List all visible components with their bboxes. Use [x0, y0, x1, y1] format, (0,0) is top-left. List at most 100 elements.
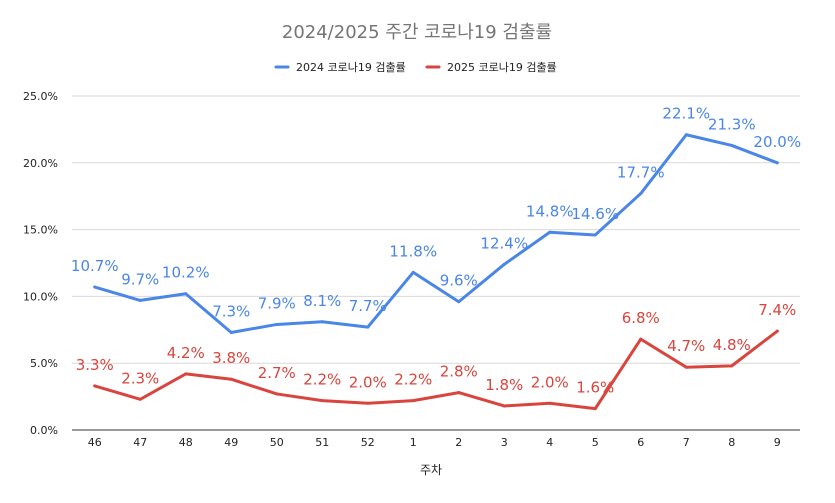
- data-point: [275, 322, 279, 326]
- data-label: 21.3%: [708, 115, 756, 133]
- y-tick-label: 20.0%: [23, 157, 58, 170]
- x-tick-label: 6: [637, 436, 644, 449]
- data-point: [593, 233, 597, 237]
- data-label: 8.1%: [303, 292, 341, 310]
- x-tick-label: 48: [179, 436, 193, 449]
- data-point: [320, 320, 324, 324]
- data-label: 7.3%: [212, 302, 250, 320]
- data-label: 3.3%: [76, 356, 114, 374]
- data-label: 2.0%: [349, 373, 387, 391]
- x-tick-label: 49: [224, 436, 238, 449]
- x-tick-label: 50: [270, 436, 284, 449]
- y-tick-label: 0.0%: [30, 424, 58, 437]
- data-point: [775, 329, 779, 333]
- y-tick-label: 15.0%: [23, 224, 58, 237]
- data-point: [366, 325, 370, 329]
- series-group: [93, 133, 779, 411]
- data-point: [775, 161, 779, 165]
- data-label: 1.6%: [576, 379, 614, 397]
- data-point: [730, 143, 734, 147]
- data-label: 17.7%: [617, 164, 665, 182]
- data-label: 4.2%: [167, 344, 205, 362]
- data-label: 9.6%: [440, 272, 478, 290]
- data-label: 14.6%: [571, 205, 619, 223]
- data-point: [138, 298, 142, 302]
- data-point: [184, 372, 188, 376]
- data-point: [639, 337, 643, 341]
- y-tick-label: 10.0%: [23, 290, 58, 303]
- x-tick-label: 2: [455, 436, 462, 449]
- data-label: 9.7%: [121, 270, 159, 288]
- data-label: 2.7%: [258, 364, 296, 382]
- y-tick-label: 5.0%: [30, 357, 58, 370]
- legend-label: 2025 코로나19 검출률: [447, 61, 557, 74]
- data-label: 20.0%: [753, 133, 801, 151]
- grid-lines: [72, 95, 800, 431]
- data-label: 2.2%: [303, 371, 341, 389]
- data-label: 10.7%: [71, 257, 119, 275]
- data-label: 12.4%: [480, 234, 528, 252]
- data-point: [366, 401, 370, 405]
- legend-label: 2024 코로나19 검출률: [296, 61, 406, 74]
- data-point: [502, 404, 506, 408]
- x-tick-label: 9: [774, 436, 781, 449]
- x-tick-label: 51: [315, 436, 329, 449]
- x-axis: 46 47 48 49 50 51 52 1 2 3 4 5 6 7 8 9: [88, 436, 781, 449]
- x-tick-label: 47: [133, 436, 147, 449]
- x-tick-label: 46: [88, 436, 102, 449]
- data-point: [457, 300, 461, 304]
- legend: 2024 코로나19 검출률 2025 코로나19 검출률: [274, 61, 557, 74]
- data-point: [275, 392, 279, 396]
- data-label: 14.8%: [526, 202, 574, 220]
- data-point: [684, 133, 688, 137]
- data-point: [184, 292, 188, 296]
- data-point: [684, 365, 688, 369]
- data-point: [593, 407, 597, 411]
- data-point: [138, 397, 142, 401]
- data-label: 4.8%: [713, 336, 751, 354]
- data-label: 2.0%: [531, 373, 569, 391]
- data-point: [229, 377, 233, 381]
- x-tick-label: 3: [501, 436, 508, 449]
- data-label: 2.3%: [121, 369, 159, 387]
- x-axis-title: 주차: [420, 463, 442, 477]
- data-label: 1.8%: [485, 376, 523, 394]
- data-point: [411, 270, 415, 274]
- data-point: [457, 391, 461, 395]
- data-point: [548, 401, 552, 405]
- x-tick-label: 7: [683, 436, 690, 449]
- y-tick-label: 25.0%: [23, 90, 58, 103]
- data-label: 7.9%: [258, 294, 296, 312]
- data-label: 6.8%: [622, 309, 660, 327]
- x-tick-label: 5: [592, 436, 599, 449]
- data-label: 7.4%: [758, 301, 796, 319]
- series-line-1: [93, 133, 779, 334]
- data-point: [548, 230, 552, 234]
- chart-title: 2024/2025 주간 코로나19 검출률: [282, 22, 552, 43]
- data-label: 7.7%: [349, 297, 387, 315]
- data-label: 3.8%: [212, 349, 250, 367]
- data-point: [93, 285, 97, 289]
- data-label: 2.8%: [440, 363, 478, 381]
- x-tick-label: 52: [361, 436, 375, 449]
- data-point: [730, 364, 734, 368]
- data-label: 11.8%: [389, 242, 437, 260]
- y-axis: 0.0% 5.0% 10.0% 15.0% 20.0% 25.0%: [23, 90, 58, 437]
- data-point: [320, 399, 324, 403]
- data-label: 4.7%: [667, 337, 705, 355]
- data-point: [502, 262, 506, 266]
- data-point: [229, 330, 233, 334]
- data-labels: 10.7%9.7% 10.2% 7.3% 7.9% 8.1% 7.7% 11.8%9.6% 1…: [71, 105, 801, 397]
- x-tick-label: 4: [546, 436, 553, 449]
- x-tick-label: 8: [728, 436, 735, 449]
- data-point: [93, 384, 97, 388]
- data-label: 2.2%: [394, 371, 432, 389]
- data-label: 10.2%: [162, 264, 210, 282]
- data-point: [639, 192, 643, 196]
- data-point: [411, 399, 415, 403]
- x-tick-label: 1: [410, 436, 417, 449]
- series-line-2: [93, 329, 779, 411]
- data-label: 22.1%: [662, 105, 710, 123]
